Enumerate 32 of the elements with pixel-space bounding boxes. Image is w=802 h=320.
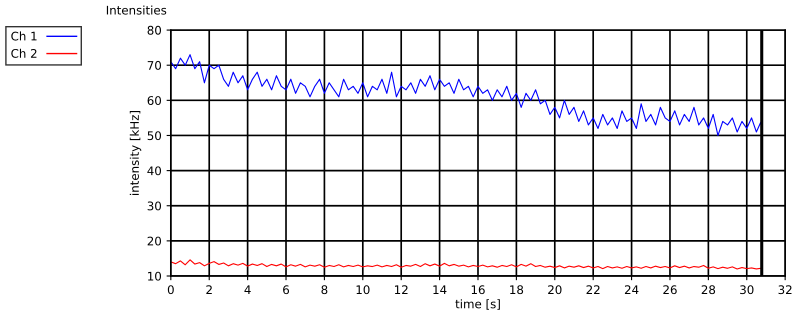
y-tick-label: 30: [148, 201, 162, 210]
x-tick-label: 24: [624, 285, 638, 294]
line-series: [170, 54, 762, 136]
x-tick-label: 4: [244, 285, 251, 294]
x-axis-title: time [s]: [455, 299, 500, 310]
y-tick-label: 50: [148, 131, 162, 140]
x-tick-label: 16: [472, 285, 485, 294]
y-tick-label: 40: [147, 166, 162, 176]
x-tick-label: 8: [321, 285, 328, 294]
legend-label: Ch 1: [11, 31, 37, 41]
x-tick-label: 0: [168, 285, 174, 294]
x-tick-label: 18: [510, 285, 524, 294]
y-tick-label: 10: [148, 272, 162, 281]
chart-title: Intensities: [106, 5, 166, 15]
y-axis-title: intensity [kHz]: [130, 111, 142, 195]
y-tick-label: 70: [148, 60, 162, 70]
x-tick-label: 10: [356, 285, 370, 294]
x-tick-label: 26: [663, 285, 677, 294]
x-tick-label: 28: [702, 285, 716, 294]
x-tick-label: 30: [740, 285, 754, 294]
y-tick-label: 60: [148, 96, 162, 105]
y-tick-label: 20: [148, 236, 162, 246]
line-series: [170, 259, 762, 270]
x-tick-label: 32: [778, 285, 792, 294]
x-tick-label: 12: [394, 285, 408, 294]
y-tick-label: 80: [148, 26, 162, 35]
legend-label: Ch 2: [11, 48, 36, 58]
x-tick-label: 6: [283, 285, 290, 294]
x-tick-label: 22: [586, 285, 600, 294]
x-tick-label: 2: [206, 285, 212, 294]
x-tick-label: 14: [433, 285, 446, 294]
x-tick-label: 20: [548, 285, 562, 294]
